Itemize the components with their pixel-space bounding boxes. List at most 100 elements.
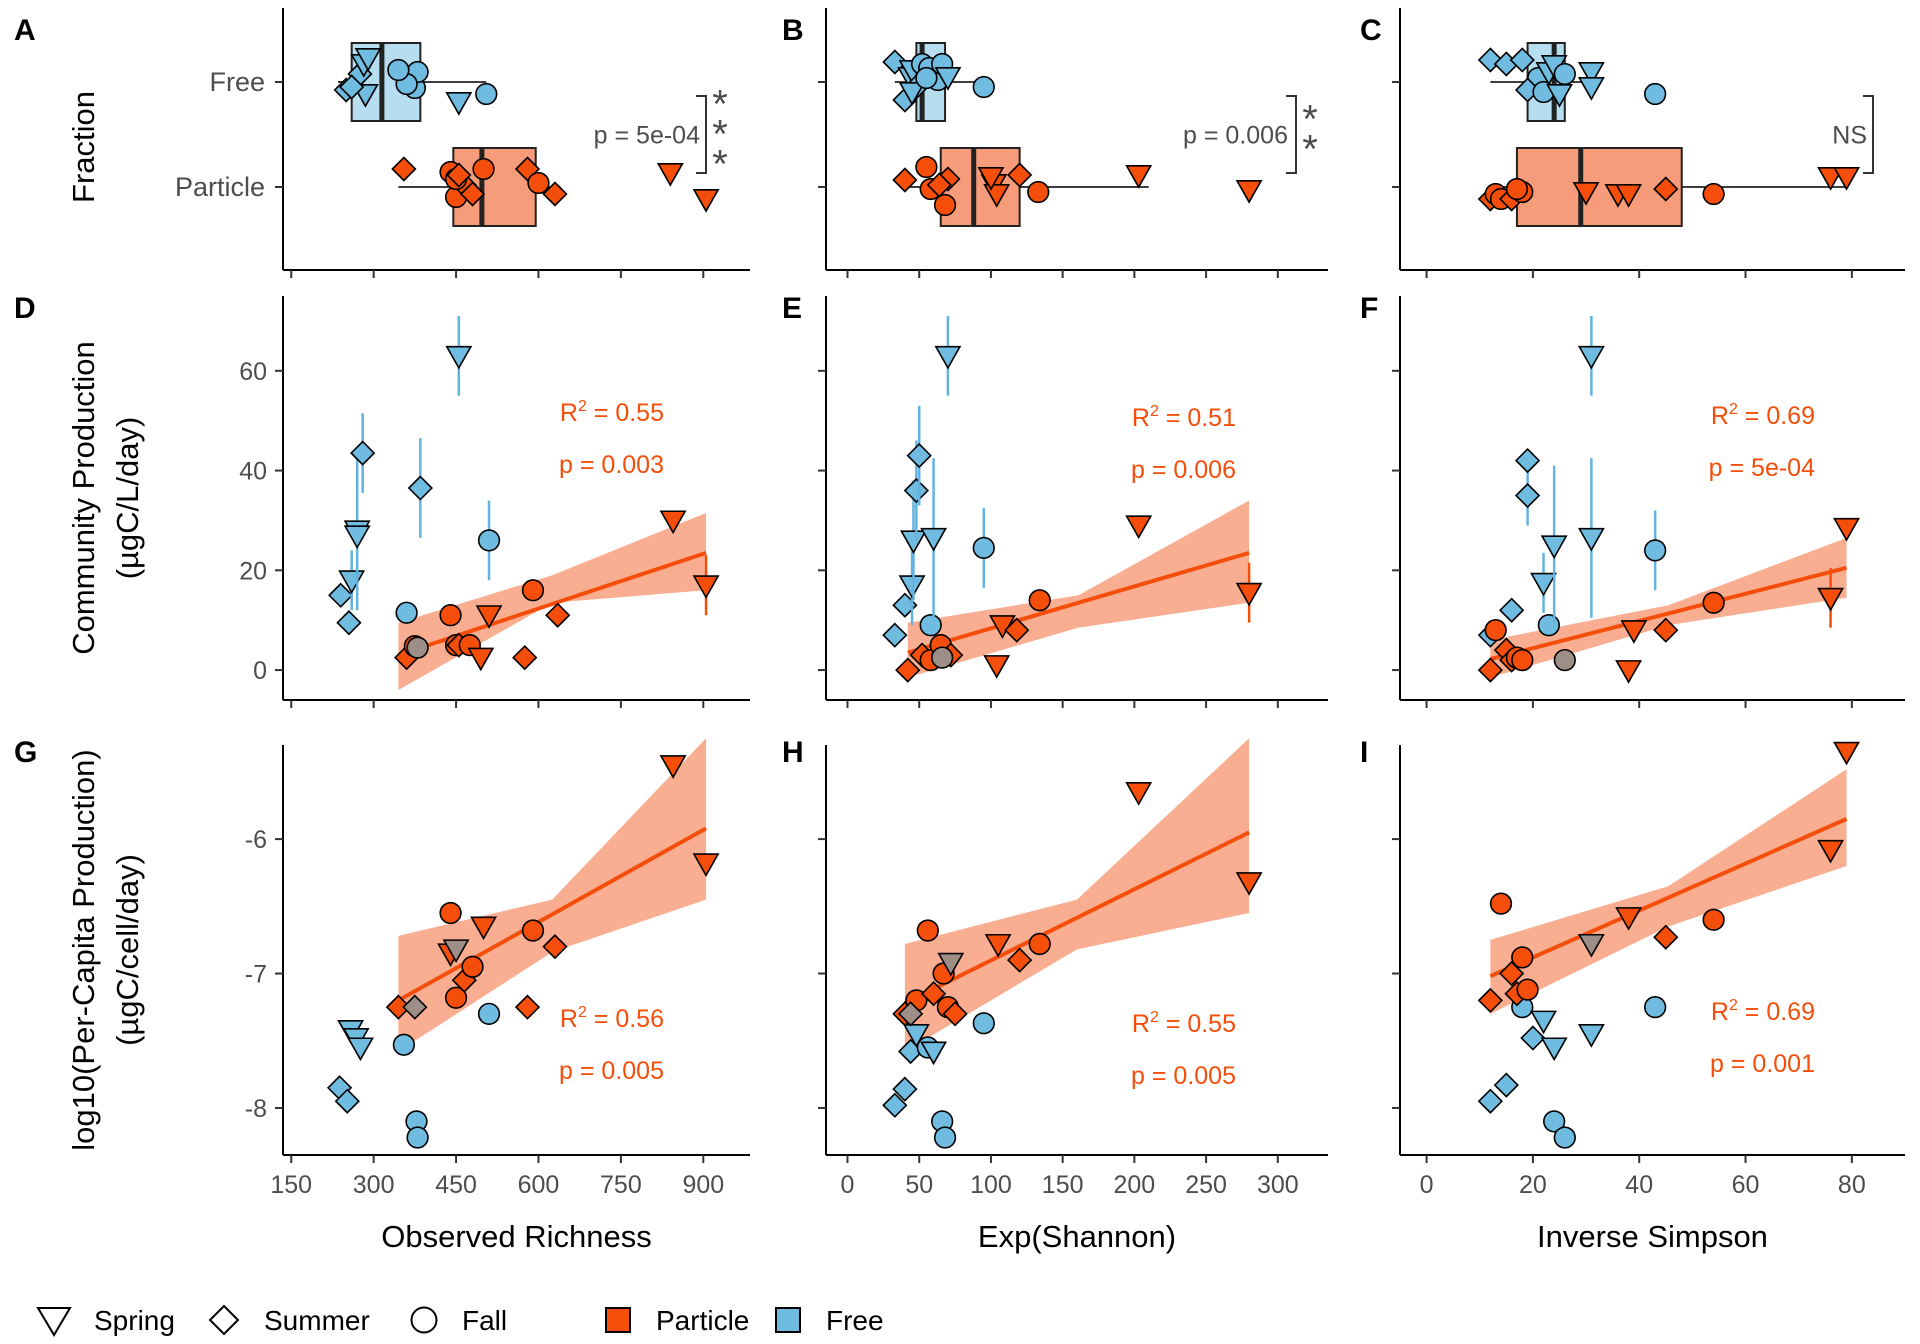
free-point [1644,539,1667,562]
legend-item: Summer [208,1304,370,1336]
free-point [1577,527,1605,552]
free-point [1493,1072,1519,1098]
legend-label: Particle [656,1305,749,1336]
panel-label: E [782,292,802,325]
x-tick-label: 40 [1625,1171,1653,1199]
free-point [1509,47,1535,73]
particle-point [545,602,571,628]
free-point [1543,1110,1566,1133]
particle-point [915,155,938,179]
particle-point [692,853,720,877]
y-axis-title: Fraction [66,91,101,203]
free-point [406,1126,429,1149]
free-point [477,529,501,552]
y-tick-label: 60 [239,358,267,386]
particle-point [1653,176,1679,202]
particle-point [1702,591,1725,614]
x-tick-label: 80 [1838,1171,1866,1199]
y-tick-label: Free [209,67,265,97]
panel-e: E R2 = 0.51 p = 0.006 [782,292,1328,708]
x-tick-label: 0 [841,1171,855,1199]
particle-point [1653,617,1679,643]
free-point [1514,482,1541,509]
free-point [1520,1025,1546,1051]
particle-point [1702,182,1725,206]
free-point [915,66,938,90]
overlap-point [1577,933,1605,958]
free-point [903,477,929,504]
particle-point [521,579,545,602]
particle-point [1125,515,1153,540]
particle-point [1028,932,1051,956]
confidence-band [1490,537,1847,678]
x-tick-label: 250 [1185,1171,1227,1199]
free-point [445,345,473,370]
free-point [1540,535,1568,560]
particle-point [692,189,720,213]
particle-point [1028,589,1051,612]
particle-point [475,605,503,629]
particle-point [1511,648,1534,672]
free-point [475,82,498,106]
overlap-point [937,952,965,977]
particle-point [656,163,684,187]
particle-point [1572,182,1600,206]
panel-d: D 0 20 40 60 Community Production (µgC/L/day) R… [14,292,750,708]
free-point [1553,62,1576,86]
free-point [1577,1024,1605,1048]
legend-item: Spring [36,1305,175,1337]
confidence-band [398,512,707,691]
particle-point [1235,180,1263,204]
free-point [1477,1088,1503,1114]
particle-point [542,181,568,207]
y-axis-title: log10(Per-Capita Production) [66,749,101,1151]
x-tick-label: 150 [270,1171,312,1199]
legend-item: Free [775,1305,884,1336]
panel-label: C [1360,14,1382,47]
free-point [920,527,948,552]
particle-point [1125,782,1153,806]
particle-point [514,994,541,1020]
panel-label: A [14,14,36,47]
free-point [1530,572,1557,597]
overlap-point [931,646,954,669]
y-axis-subtitle: (µgC/L/day) [110,417,145,580]
particle-point [459,181,486,207]
panel-g: G 150 300 450 600 750 900 Observed Richness -6 -7… [14,736,750,1254]
free-point [445,92,473,116]
free-point [934,67,962,91]
overlap-point [406,636,429,659]
particle-point [1653,924,1679,950]
free-point [1499,597,1525,623]
free-point [407,475,433,501]
particle-point [926,172,952,198]
particle-point [1499,960,1525,987]
free-point [972,536,995,560]
particle-point [1833,741,1860,766]
particle-point [1615,184,1643,208]
free-point [1530,1010,1557,1035]
particle-point [983,655,1011,679]
y-axis-title: Community Production [66,341,101,655]
free-point [892,1076,918,1102]
particle-point [446,162,472,188]
free-point [1644,82,1667,106]
stat-p: p = 0.006 [1131,456,1236,484]
diamond-icon [208,1304,240,1336]
particle-point [439,901,462,925]
particle-point [467,647,495,672]
regression-line [397,826,708,1003]
free-point [343,525,371,550]
x-axis-title: Observed Richness [381,1219,652,1254]
free-point [934,345,962,370]
x-tick-label: 600 [518,1171,560,1199]
particle-point [1505,177,1529,201]
particle-point [1484,619,1507,642]
panel-label: I [1360,736,1368,769]
x-tick-label: 60 [1732,1171,1760,1199]
overlap-point [1553,648,1576,672]
particle-point [1620,620,1648,644]
particle-point [527,171,550,195]
regression-line [397,550,707,658]
particle-point [542,934,568,960]
